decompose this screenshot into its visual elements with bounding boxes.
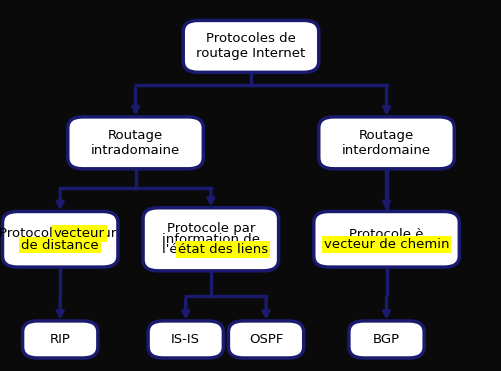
Text: Protocole vecteur: Protocole vecteur	[0, 227, 116, 240]
FancyBboxPatch shape	[313, 211, 458, 267]
FancyBboxPatch shape	[318, 117, 453, 169]
Text: l'état des liens: l'état des liens	[162, 243, 259, 256]
FancyBboxPatch shape	[23, 321, 98, 358]
Text: Protocole è: Protocole è	[349, 227, 423, 241]
FancyBboxPatch shape	[148, 321, 223, 358]
Text: de distance: de distance	[22, 239, 99, 252]
FancyBboxPatch shape	[68, 117, 203, 169]
Text: vecteur de chemin: vecteur de chemin	[323, 238, 448, 251]
Text: IS-IS: IS-IS	[171, 333, 200, 346]
Text: OSPF: OSPF	[248, 333, 283, 346]
Text: RIP: RIP	[50, 333, 71, 346]
Text: Routage
intradomaine: Routage intradomaine	[91, 129, 180, 157]
Text: état des liens: état des liens	[178, 243, 268, 256]
Text: vecteur: vecteur	[54, 227, 105, 240]
Text: BGP: BGP	[372, 333, 399, 346]
FancyBboxPatch shape	[183, 20, 318, 72]
Text: Protocole par: Protocole par	[166, 222, 255, 236]
Text: Routage
interdomaine: Routage interdomaine	[341, 129, 430, 157]
FancyBboxPatch shape	[348, 321, 423, 358]
Text: Protocoles de
routage Internet: Protocoles de routage Internet	[196, 32, 305, 60]
FancyBboxPatch shape	[3, 211, 118, 267]
FancyBboxPatch shape	[228, 321, 303, 358]
Text: information de: information de	[161, 233, 260, 246]
FancyBboxPatch shape	[143, 208, 278, 271]
